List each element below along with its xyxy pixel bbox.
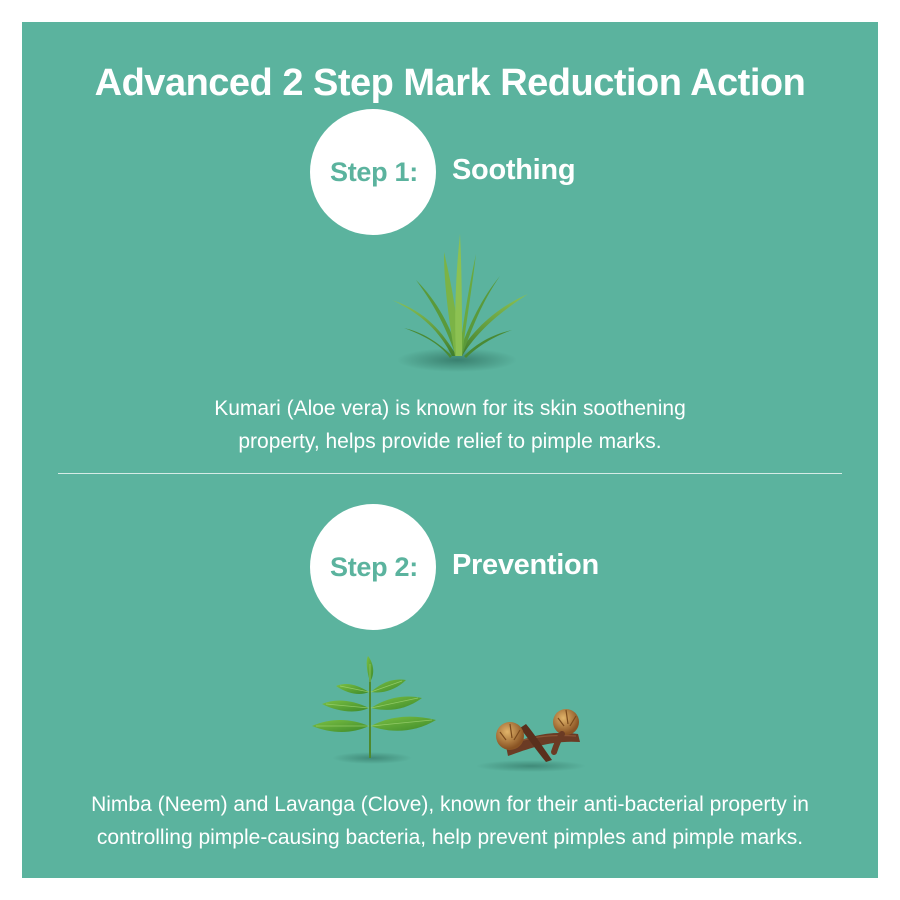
step-2-description: Nimba (Neem) and Lavanga (Clove), known …: [22, 788, 878, 854]
step-2-description-line-2: controlling pimple-causing bacteria, hel…: [96, 826, 804, 849]
infographic-title: Advanced 2 Step Mark Reduction Action: [94, 62, 806, 104]
step-2-badge: [310, 504, 436, 630]
neem-leaves-icon: [312, 656, 436, 764]
aloe-vera-icon: [392, 234, 528, 372]
step-1-label: Step 1:: [330, 157, 418, 187]
step-1-name: Soothing: [452, 154, 576, 186]
step-2-description-line-1: Nimba (Neem) and Lavanga (Clove), known …: [91, 793, 809, 816]
clove-icon: [476, 709, 586, 772]
step-1-description: Kumari (Aloe vera) is known for its skin…: [22, 392, 878, 458]
step-1-description-line-2: property, helps provide relief to pimple…: [238, 430, 662, 453]
step-1-description-line-1: Kumari (Aloe vera) is known for its skin…: [214, 397, 686, 420]
step-1-badge: [310, 109, 436, 235]
infographic-panel: Advanced 2 Step Mark Reduction Action St…: [22, 22, 878, 878]
section-divider: [58, 473, 842, 474]
step-2-name: Prevention: [452, 549, 599, 581]
step-2-label: Step 2:: [330, 552, 418, 582]
